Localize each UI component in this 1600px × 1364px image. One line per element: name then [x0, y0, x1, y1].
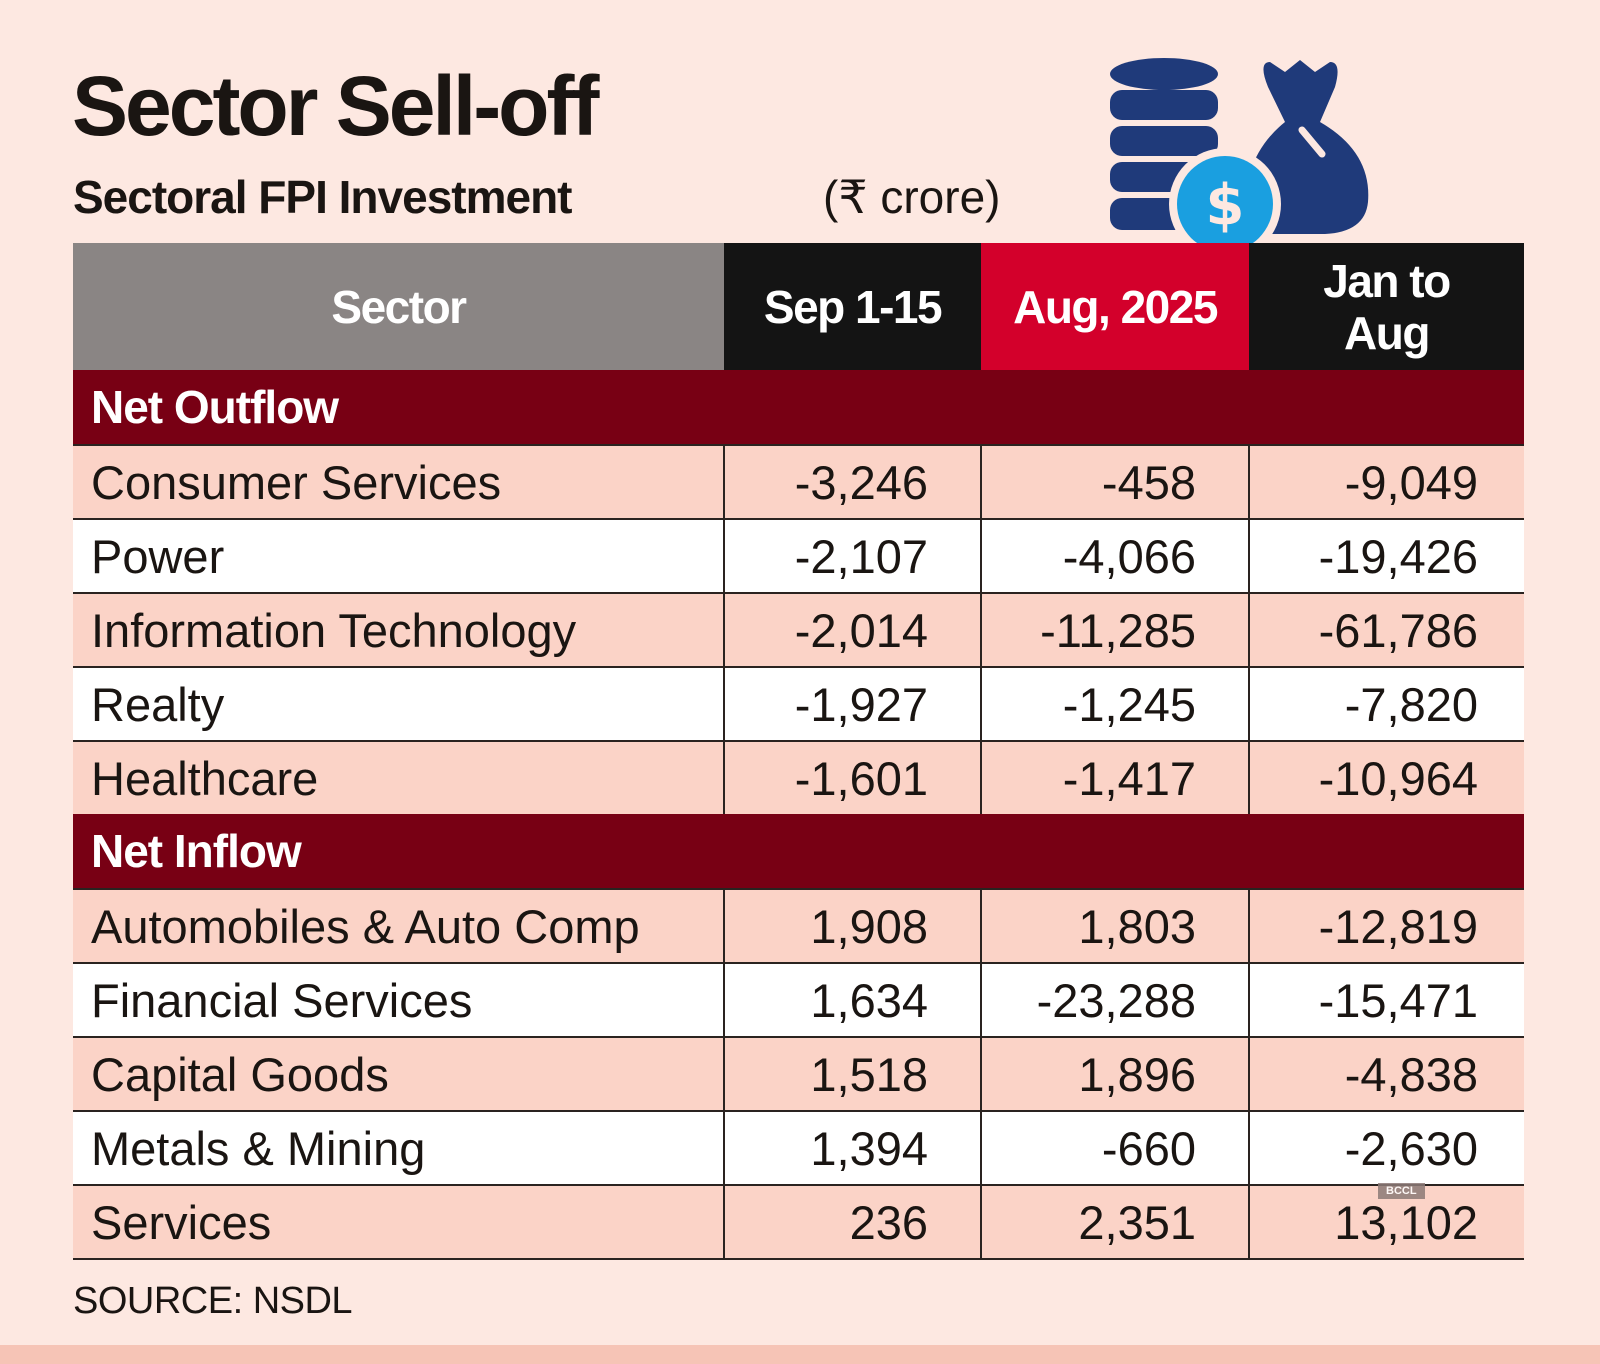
table-row: Healthcare -1,601 -1,417 -10,964 — [73, 740, 1524, 814]
table-row: Services 236 2,351 13,102 — [73, 1184, 1524, 1260]
value-cell: 1,908 — [723, 888, 981, 963]
value-cell: -12,819 — [1248, 888, 1524, 963]
value-cell: -9,049 — [1248, 444, 1524, 519]
coin-stack-icon — [1110, 58, 1218, 230]
table-row: Power -2,107 -4,066 -19,426 — [73, 518, 1524, 593]
svg-text:$: $ — [1206, 173, 1245, 238]
fpi-sector-table: Sector Sep 1-15 Aug, 2025 Jan to Aug Net… — [73, 243, 1524, 1260]
value-cell: -660 — [980, 1110, 1249, 1185]
table-header-row: Sector Sep 1-15 Aug, 2025 Jan to Aug — [73, 243, 1524, 370]
value-cell: -2,630 — [1248, 1110, 1524, 1185]
column-header-jan-aug: Jan to Aug — [1249, 243, 1524, 370]
value-cell: -4,066 — [980, 518, 1249, 593]
watermark: BCCL — [1378, 1183, 1425, 1199]
value-cell: -3,246 — [723, 444, 981, 519]
page-title: Sector Sell-off — [72, 59, 599, 153]
sector-name-cell: Healthcare — [73, 740, 724, 814]
table-row: Capital Goods 1,518 1,896 -4,838 — [73, 1036, 1524, 1111]
subtitle: Sectoral FPI Investment — [73, 171, 572, 223]
unit-label: (₹ crore) — [823, 171, 1001, 223]
section-label: Net Inflow — [73, 814, 1524, 889]
value-cell: 1,518 — [723, 1036, 981, 1111]
value-cell: 1,896 — [980, 1036, 1249, 1111]
value-cell: -1,601 — [723, 740, 981, 814]
sector-name-cell: Information Technology — [73, 592, 724, 667]
value-cell: 2,351 — [980, 1184, 1249, 1260]
value-cell: -2,014 — [723, 592, 981, 667]
section-header-row: Net Inflow — [73, 814, 1524, 889]
section-header-row: Net Outflow — [73, 370, 1524, 445]
sector-name-cell: Consumer Services — [73, 444, 724, 519]
sector-name-cell: Financial Services — [73, 962, 724, 1037]
value-cell: 236 — [723, 1184, 981, 1260]
value-cell: -7,820 — [1248, 666, 1524, 741]
sector-name-cell: Power — [73, 518, 724, 593]
value-cell: -458 — [980, 444, 1249, 519]
sector-name-cell: Capital Goods — [73, 1036, 724, 1111]
value-cell: -19,426 — [1248, 518, 1524, 593]
table-row: Automobiles & Auto Comp 1,908 1,803 -12,819 — [73, 888, 1524, 963]
table-row: Metals & Mining 1,394 -660 -2,630 — [73, 1110, 1524, 1185]
value-cell: -1,927 — [723, 666, 981, 741]
sector-name-cell: Automobiles & Auto Comp — [73, 888, 724, 963]
bottom-stripe — [0, 1345, 1600, 1364]
table-row: Realty -1,927 -1,245 -7,820 — [73, 666, 1524, 741]
source-note: SOURCE: NSDL — [73, 1280, 353, 1322]
table-row: Financial Services 1,634 -23,288 -15,471 — [73, 962, 1524, 1037]
value-cell: -2,107 — [723, 518, 981, 593]
value-cell: 1,394 — [723, 1110, 981, 1185]
table-row: Consumer Services -3,246 -458 -9,049 — [73, 444, 1524, 519]
sector-name-cell: Realty — [73, 666, 724, 741]
sector-name-cell: Services — [73, 1184, 724, 1260]
value-cell: -61,786 — [1248, 592, 1524, 667]
value-cell: -4,838 — [1248, 1036, 1524, 1111]
column-header-sector: Sector — [73, 243, 724, 370]
column-header-aug: Aug, 2025 — [981, 243, 1249, 370]
column-header-sep: Sep 1-15 — [724, 243, 981, 370]
table-row: Information Technology -2,014 -11,285 -61,7… — [73, 592, 1524, 667]
value-cell: -1,245 — [980, 666, 1249, 741]
value-cell: 1,634 — [723, 962, 981, 1037]
dollar-coin-icon: $ — [1169, 148, 1281, 260]
value-cell: -10,964 — [1248, 740, 1524, 814]
section-label: Net Outflow — [73, 370, 1524, 445]
value-cell: -15,471 — [1248, 962, 1524, 1037]
value-cell: -23,288 — [980, 962, 1249, 1037]
finance-illustration: $ — [1110, 58, 1369, 260]
value-cell: -1,417 — [980, 740, 1249, 814]
value-cell: 1,803 — [980, 888, 1249, 963]
value-cell: -11,285 — [980, 592, 1249, 667]
sector-name-cell: Metals & Mining — [73, 1110, 724, 1185]
